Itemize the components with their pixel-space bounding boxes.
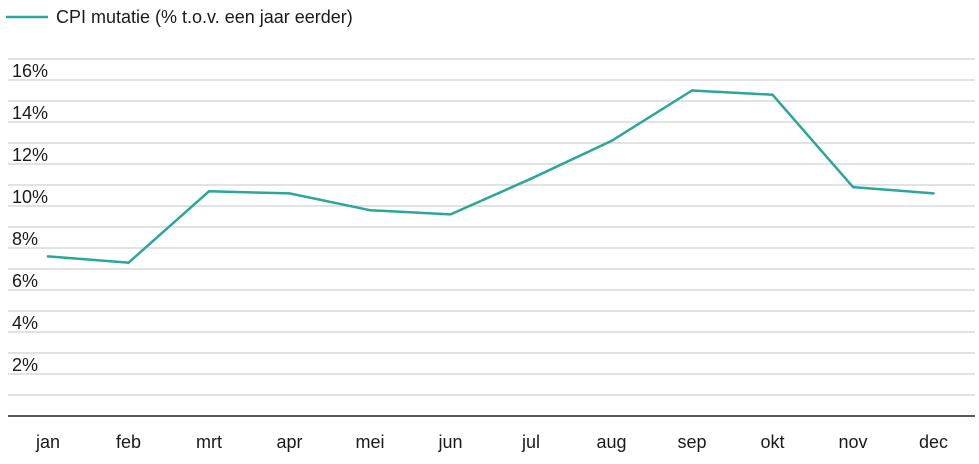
data-point-jan bbox=[47, 255, 49, 257]
y-tick-label: 8% bbox=[12, 229, 38, 249]
data-point-mrt bbox=[208, 190, 210, 192]
y-tick-label: 10% bbox=[12, 187, 48, 207]
legend-label: CPI mutatie (% t.o.v. een jaar eerder) bbox=[56, 7, 353, 27]
data-point-aug bbox=[610, 140, 612, 142]
x-tick-label: mei bbox=[355, 432, 384, 452]
x-tick-label: jan bbox=[35, 432, 60, 452]
x-tick-label: dec bbox=[919, 432, 948, 452]
data-point-jul bbox=[530, 178, 532, 180]
legend: CPI mutatie (% t.o.v. een jaar eerder) bbox=[6, 7, 353, 27]
data-point-feb bbox=[127, 262, 129, 264]
series-layer bbox=[47, 89, 935, 264]
x-tick-label: mrt bbox=[196, 432, 222, 452]
x-tick-label: aug bbox=[596, 432, 626, 452]
x-tick-label: jun bbox=[437, 432, 462, 452]
x-tick-label: sep bbox=[677, 432, 706, 452]
data-point-dec bbox=[932, 192, 934, 194]
y-axis-tick-labels: 2% 4% 6% 8% 10% 12% 14% 16% bbox=[12, 61, 48, 375]
x-axis-tick-labels: jan feb mrt apr mei jun jul aug sep okt nov dec bbox=[35, 432, 948, 452]
data-point-sep bbox=[691, 89, 693, 91]
data-point-apr bbox=[288, 192, 290, 194]
data-point-nov bbox=[852, 186, 854, 188]
y-tick-label: 2% bbox=[12, 355, 38, 375]
y-tick-label: 6% bbox=[12, 271, 38, 291]
y-tick-label: 16% bbox=[12, 61, 48, 81]
y-tick-label: 12% bbox=[12, 145, 48, 165]
data-point-jun bbox=[449, 213, 451, 215]
y-tick-label: 4% bbox=[12, 313, 38, 333]
x-tick-label: okt bbox=[760, 432, 784, 452]
y-tick-label: 14% bbox=[12, 103, 48, 123]
series-line-cpi bbox=[48, 91, 934, 263]
gridlines bbox=[8, 59, 975, 395]
x-tick-label: feb bbox=[116, 432, 141, 452]
x-tick-label: jul bbox=[521, 432, 540, 452]
x-tick-label: nov bbox=[838, 432, 867, 452]
x-tick-label: apr bbox=[276, 432, 302, 452]
data-point-mei bbox=[369, 209, 371, 211]
data-point-okt bbox=[771, 94, 773, 96]
